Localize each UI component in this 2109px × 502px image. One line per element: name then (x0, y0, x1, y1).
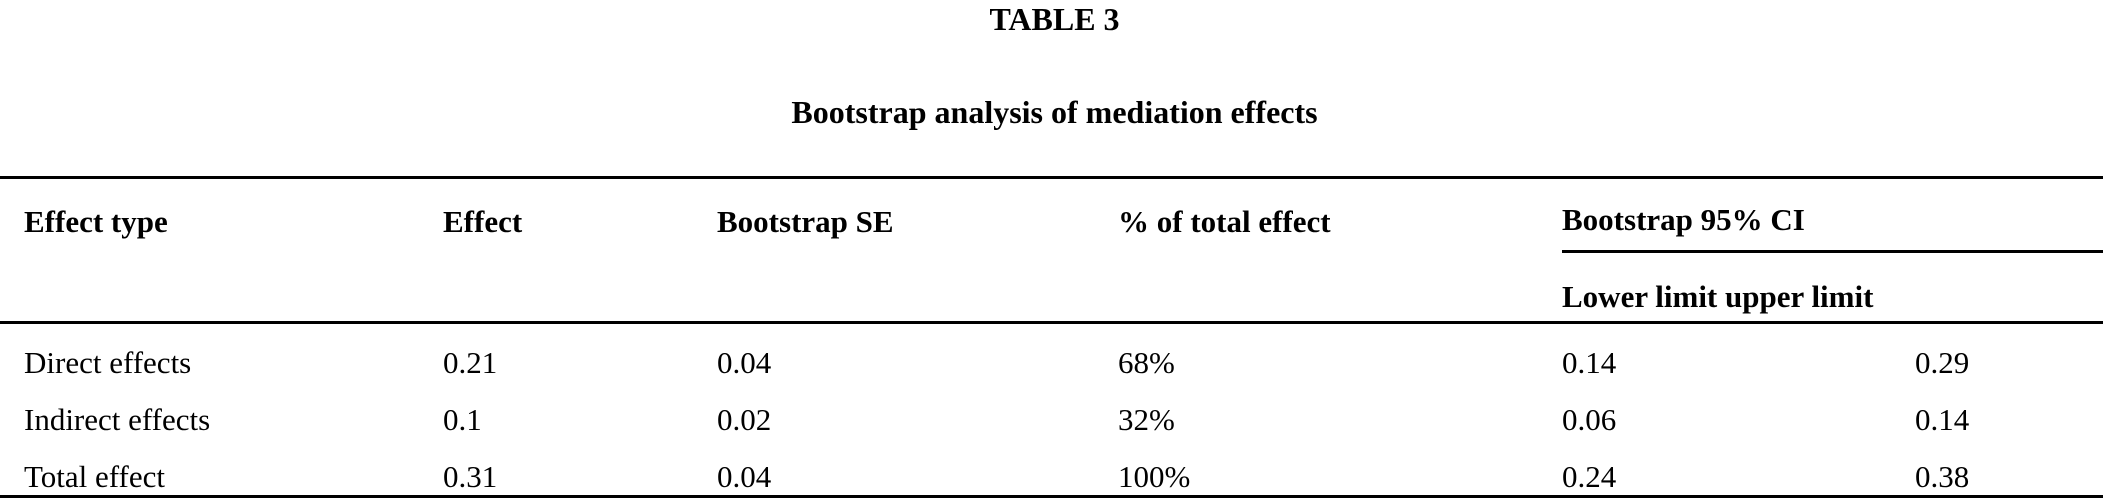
cell-pct-of-total-effect: 68% (1118, 345, 1175, 380)
cell-effect: 0.31 (443, 459, 498, 494)
cell-ci-upper: 0.14 (1915, 402, 1970, 437)
cell-bootstrap-se: 0.04 (717, 459, 772, 494)
cell-ci-upper: 0.29 (1915, 345, 1970, 380)
col-header-effect: Effect (443, 203, 523, 239)
empty-header-cell (717, 251, 1118, 324)
cell-ci-lower: 0.24 (1562, 459, 1617, 494)
cell-pct-of-total-effect: 100% (1118, 459, 1191, 494)
mediation-effects-table: Effect type Effect Bootstrap SE % of tot… (0, 176, 2103, 498)
empty-header-cell (443, 251, 717, 324)
table-row-indirect-effects: Indirect effects 0.1 0.02 32% 0.06 0.14 (0, 381, 2103, 438)
cell-effect: 0.1 (443, 402, 482, 437)
empty-header-cell (1118, 251, 1562, 324)
table-row-total-effect: Total effect 0.31 0.04 100% 0.24 0.38 (0, 438, 2103, 497)
cell-effect-type: Total effect (24, 459, 165, 494)
cell-bootstrap-se: 0.02 (717, 402, 772, 437)
cell-ci-upper: 0.38 (1915, 459, 1970, 494)
empty-header-cell (0, 251, 443, 324)
cell-bootstrap-se: 0.04 (717, 345, 772, 380)
header-row: Effect type Effect Bootstrap SE % of tot… (0, 177, 2103, 253)
cell-effect: 0.21 (443, 345, 498, 380)
col-header-bootstrap-95-ci: Bootstrap 95% CI (1562, 177, 2103, 253)
table-label: TABLE 3 (989, 1, 1120, 37)
col-subheader-ci-limits: Lower limit upper limit (1562, 251, 2103, 324)
cell-effect-type: Direct effects (24, 345, 192, 380)
col-header-effect-type: Effect type (24, 203, 168, 239)
cell-ci-lower: 0.06 (1562, 402, 1617, 437)
col-header-bootstrap-se: Bootstrap SE (717, 203, 894, 239)
subheader-row: Lower limit upper limit (0, 251, 2103, 324)
cell-effect-type: Indirect effects (24, 402, 211, 437)
cell-pct-of-total-effect: 32% (1118, 402, 1175, 437)
col-header-pct-of-total-effect: % of total effect (1118, 203, 1331, 239)
table-row-direct-effects: Direct effects 0.21 0.04 68% 0.14 0.29 (0, 323, 2103, 382)
table-caption: Bootstrap analysis of mediation effects (791, 94, 1318, 130)
cell-ci-lower: 0.14 (1562, 345, 1617, 380)
